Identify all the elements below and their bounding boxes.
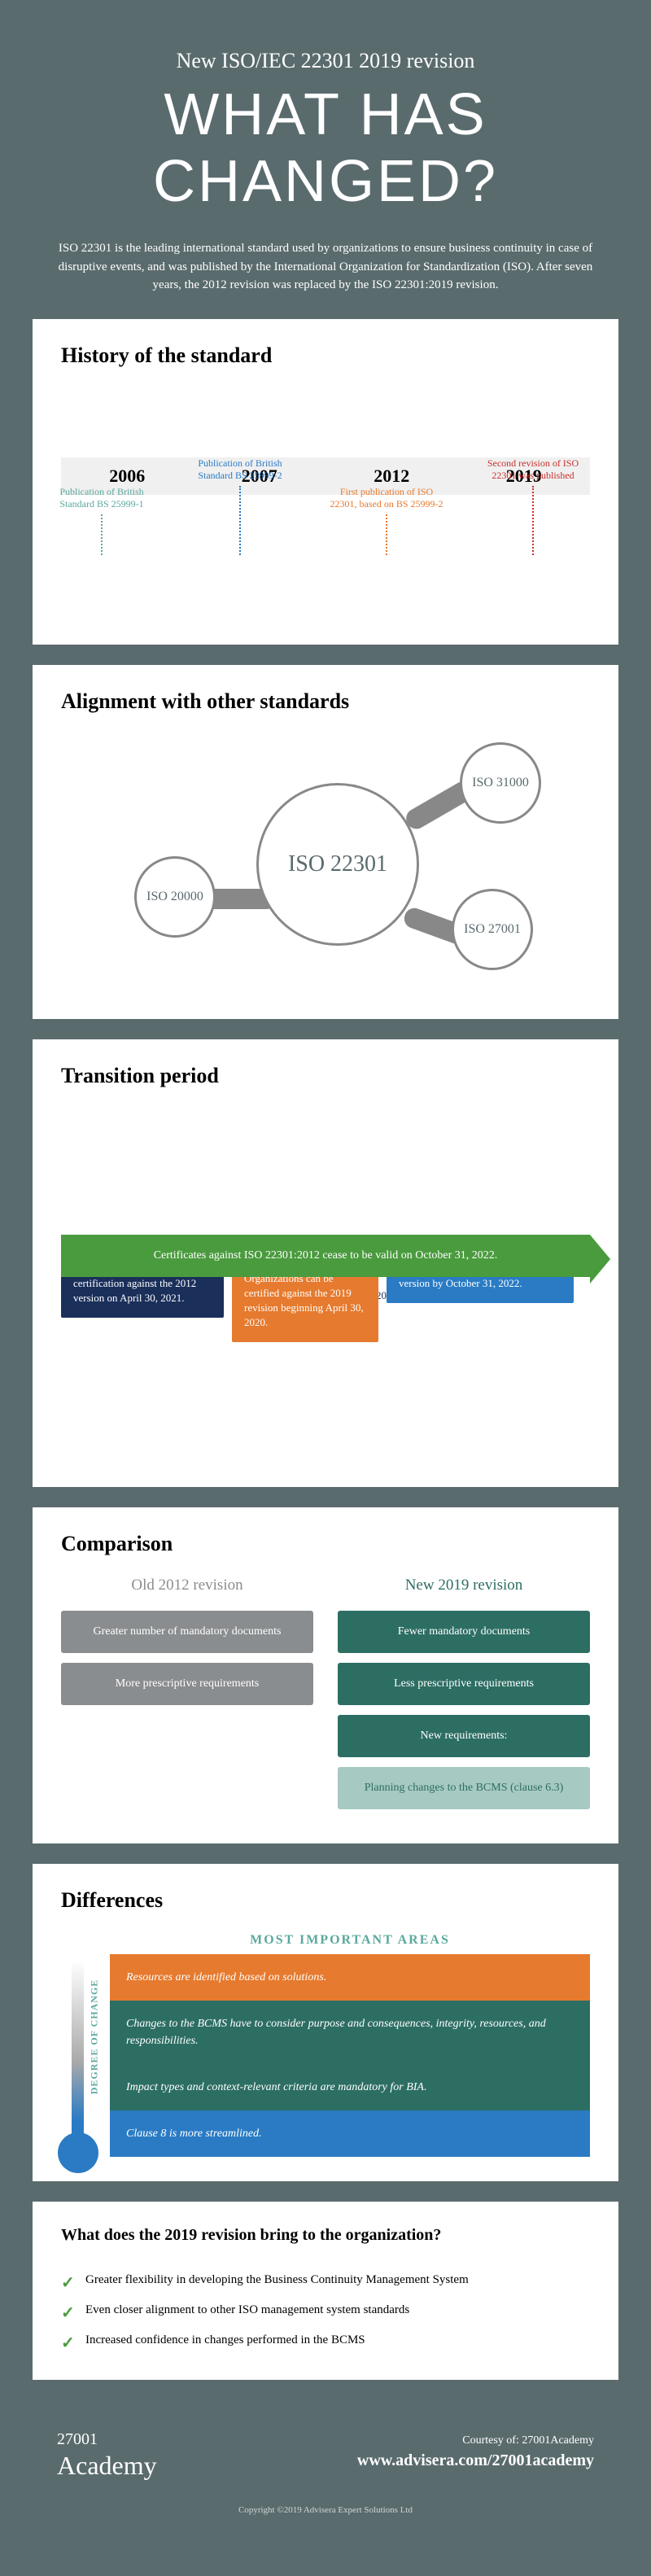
benefits-panel: What does the 2019 revision bring to the… bbox=[33, 2202, 618, 2380]
new-sub-item: Planning changes to the BCMS (clause 6.3… bbox=[338, 1767, 590, 1809]
benefit-item: Greater flexibility in developing the Bu… bbox=[61, 2265, 590, 2295]
alignment-diagram: ISO 22301 ISO 20000 ISO 31000 ISO 27001 bbox=[61, 734, 590, 995]
history-panel: History of the standard Publication of B… bbox=[33, 319, 618, 645]
diff-row: Clause 8 is more streamlined. bbox=[110, 2110, 590, 2157]
new-item: Less prescriptive requirements bbox=[338, 1663, 590, 1705]
alignment-title: Alignment with other standards bbox=[61, 689, 590, 714]
new-item: Fewer mandatory documents bbox=[338, 1611, 590, 1653]
timeline-year: 2012 bbox=[326, 466, 458, 487]
benefits-title: What does the 2019 revision bring to the… bbox=[61, 2226, 590, 2245]
logo-top: 27001 bbox=[57, 2430, 98, 2448]
subtitle: New ISO/IEC 22301 2019 revision bbox=[33, 49, 618, 73]
thermo-bulb bbox=[58, 2132, 98, 2173]
main-title: What has changed? bbox=[33, 81, 618, 215]
alignment-panel: Alignment with other standards ISO 22301… bbox=[33, 665, 618, 1019]
new-column: New 2019 revision Fewer mandatory docume… bbox=[338, 1577, 590, 1819]
infographic-container: New ISO/IEC 22301 2019 revision What has… bbox=[0, 0, 651, 2564]
timeline-event: Second revision of ISO 22301 was publish… bbox=[476, 457, 590, 559]
diff-row: Impact types and context-relevant criter… bbox=[110, 2064, 590, 2110]
transition-title: Transition period bbox=[61, 1064, 590, 1088]
diff-header: MOST IMPORTANT AREAS bbox=[110, 1933, 590, 1948]
node-iso31000: ISO 31000 bbox=[460, 742, 541, 824]
old-label: Old 2012 revision bbox=[61, 1577, 313, 1594]
history-title: History of the standard bbox=[61, 343, 590, 368]
transition-diagram: 2012 version - Most certification bodies… bbox=[61, 1235, 590, 1463]
timeline: Publication of British Standard BS 25999… bbox=[61, 457, 590, 620]
old-item: Greater number of mandatory documents bbox=[61, 1611, 313, 1653]
benefit-item: Even closer alignment to other ISO manag… bbox=[61, 2295, 590, 2325]
transition-panel: Transition period 2012 version - Most ce… bbox=[33, 1039, 618, 1487]
footer-url: www.advisera.com/27001academy bbox=[357, 2451, 594, 2470]
old-column: Old 2012 revision Greater number of mand… bbox=[61, 1577, 313, 1819]
timeline-event: First publication of ISO 22301, based on… bbox=[330, 486, 443, 559]
courtesy-text: Courtesy of: 27001Academy bbox=[357, 2434, 594, 2447]
header: New ISO/IEC 22301 2019 revision What has… bbox=[33, 33, 618, 231]
logo-bottom: Academy bbox=[57, 2451, 157, 2480]
footer: 27001 Academy Courtesy of: 27001Academy … bbox=[33, 2400, 618, 2505]
timeline-event: Publication of British Standard BS 25999… bbox=[183, 457, 297, 559]
comparison-title: Comparison bbox=[61, 1532, 590, 1556]
degree-label: DEGREE OF CHANGE bbox=[88, 1979, 100, 2094]
diff-row: Resources are identified based on soluti… bbox=[110, 1954, 590, 2001]
diff-row: Changes to the BCMS have to consider pur… bbox=[110, 2001, 590, 2064]
node-iso20000: ISO 20000 bbox=[134, 856, 216, 938]
node-iso27001: ISO 27001 bbox=[452, 889, 533, 970]
old-item: More prescriptive requirements bbox=[61, 1663, 313, 1705]
center-node: ISO 22301 bbox=[256, 783, 419, 946]
footer-right: Courtesy of: 27001Academy www.advisera.c… bbox=[357, 2434, 594, 2470]
new-item: New requirements: bbox=[338, 1715, 590, 1757]
comparison-columns: Old 2012 revision Greater number of mand… bbox=[61, 1577, 590, 1819]
copyright: Copyright ©2019 Advisera Expert Solution… bbox=[33, 2505, 618, 2531]
differences-chart: MOST IMPORTANT AREAS DEGREE OF CHANGE Re… bbox=[61, 1933, 590, 2157]
differences-panel: Differences MOST IMPORTANT AREAS DEGREE … bbox=[33, 1864, 618, 2181]
thermo-tube bbox=[72, 1941, 84, 2141]
intro-text: ISO 22301 is the leading international s… bbox=[33, 231, 618, 319]
differences-title: Differences bbox=[61, 1888, 590, 1913]
timeline-event: Publication of British Standard BS 25999… bbox=[45, 486, 159, 559]
benefits-list: Greater flexibility in developing the Bu… bbox=[61, 2265, 590, 2355]
benefit-item: Increased confidence in changes performe… bbox=[61, 2325, 590, 2355]
arrow-text: Certificates against ISO 22301:2012 ceas… bbox=[154, 1249, 498, 1262]
arrow-bar: Certificates against ISO 22301:2012 ceas… bbox=[61, 1235, 590, 1277]
new-label: New 2019 revision bbox=[338, 1577, 590, 1594]
footer-logo: 27001 Academy bbox=[57, 2425, 157, 2481]
timeline-year: 2006 bbox=[61, 466, 194, 487]
comparison-panel: Comparison Old 2012 revision Greater num… bbox=[33, 1507, 618, 1843]
thermometer bbox=[68, 1933, 88, 2157]
